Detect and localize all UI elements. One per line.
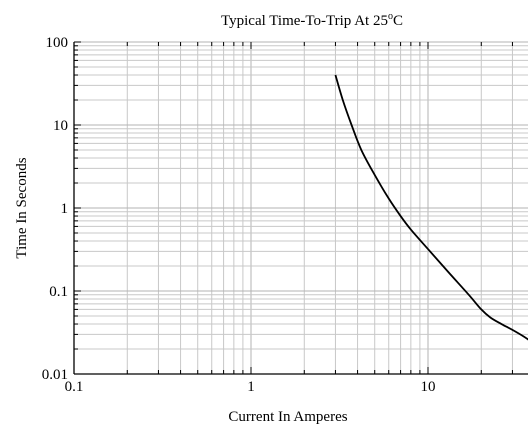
y-tick-label: 10 (53, 118, 68, 134)
y-tick-label: 1 (61, 201, 69, 217)
series-group (334, 74, 528, 341)
x-tick-labels: 0.1 1 10 (65, 379, 436, 395)
trip-curve-line (334, 74, 528, 341)
chart-title: Typical Time-To-Trip At 25oC (221, 11, 403, 29)
x-tick-label: 1 (247, 379, 255, 395)
y-tick-labels: 0.01 0.1 1 10 100 (42, 35, 68, 383)
y-tick-label: 100 (46, 35, 69, 51)
x-tick-label: 0.1 (65, 379, 84, 395)
y-axis-label: Time In Seconds (14, 157, 30, 258)
y-tick-label: 0.1 (49, 284, 68, 300)
x-axis-label: Current In Amperes (228, 409, 347, 425)
grid (74, 41, 528, 374)
y-tick-label: 0.01 (42, 367, 68, 383)
tick-marks (74, 41, 513, 374)
x-tick-label: 10 (421, 379, 436, 395)
